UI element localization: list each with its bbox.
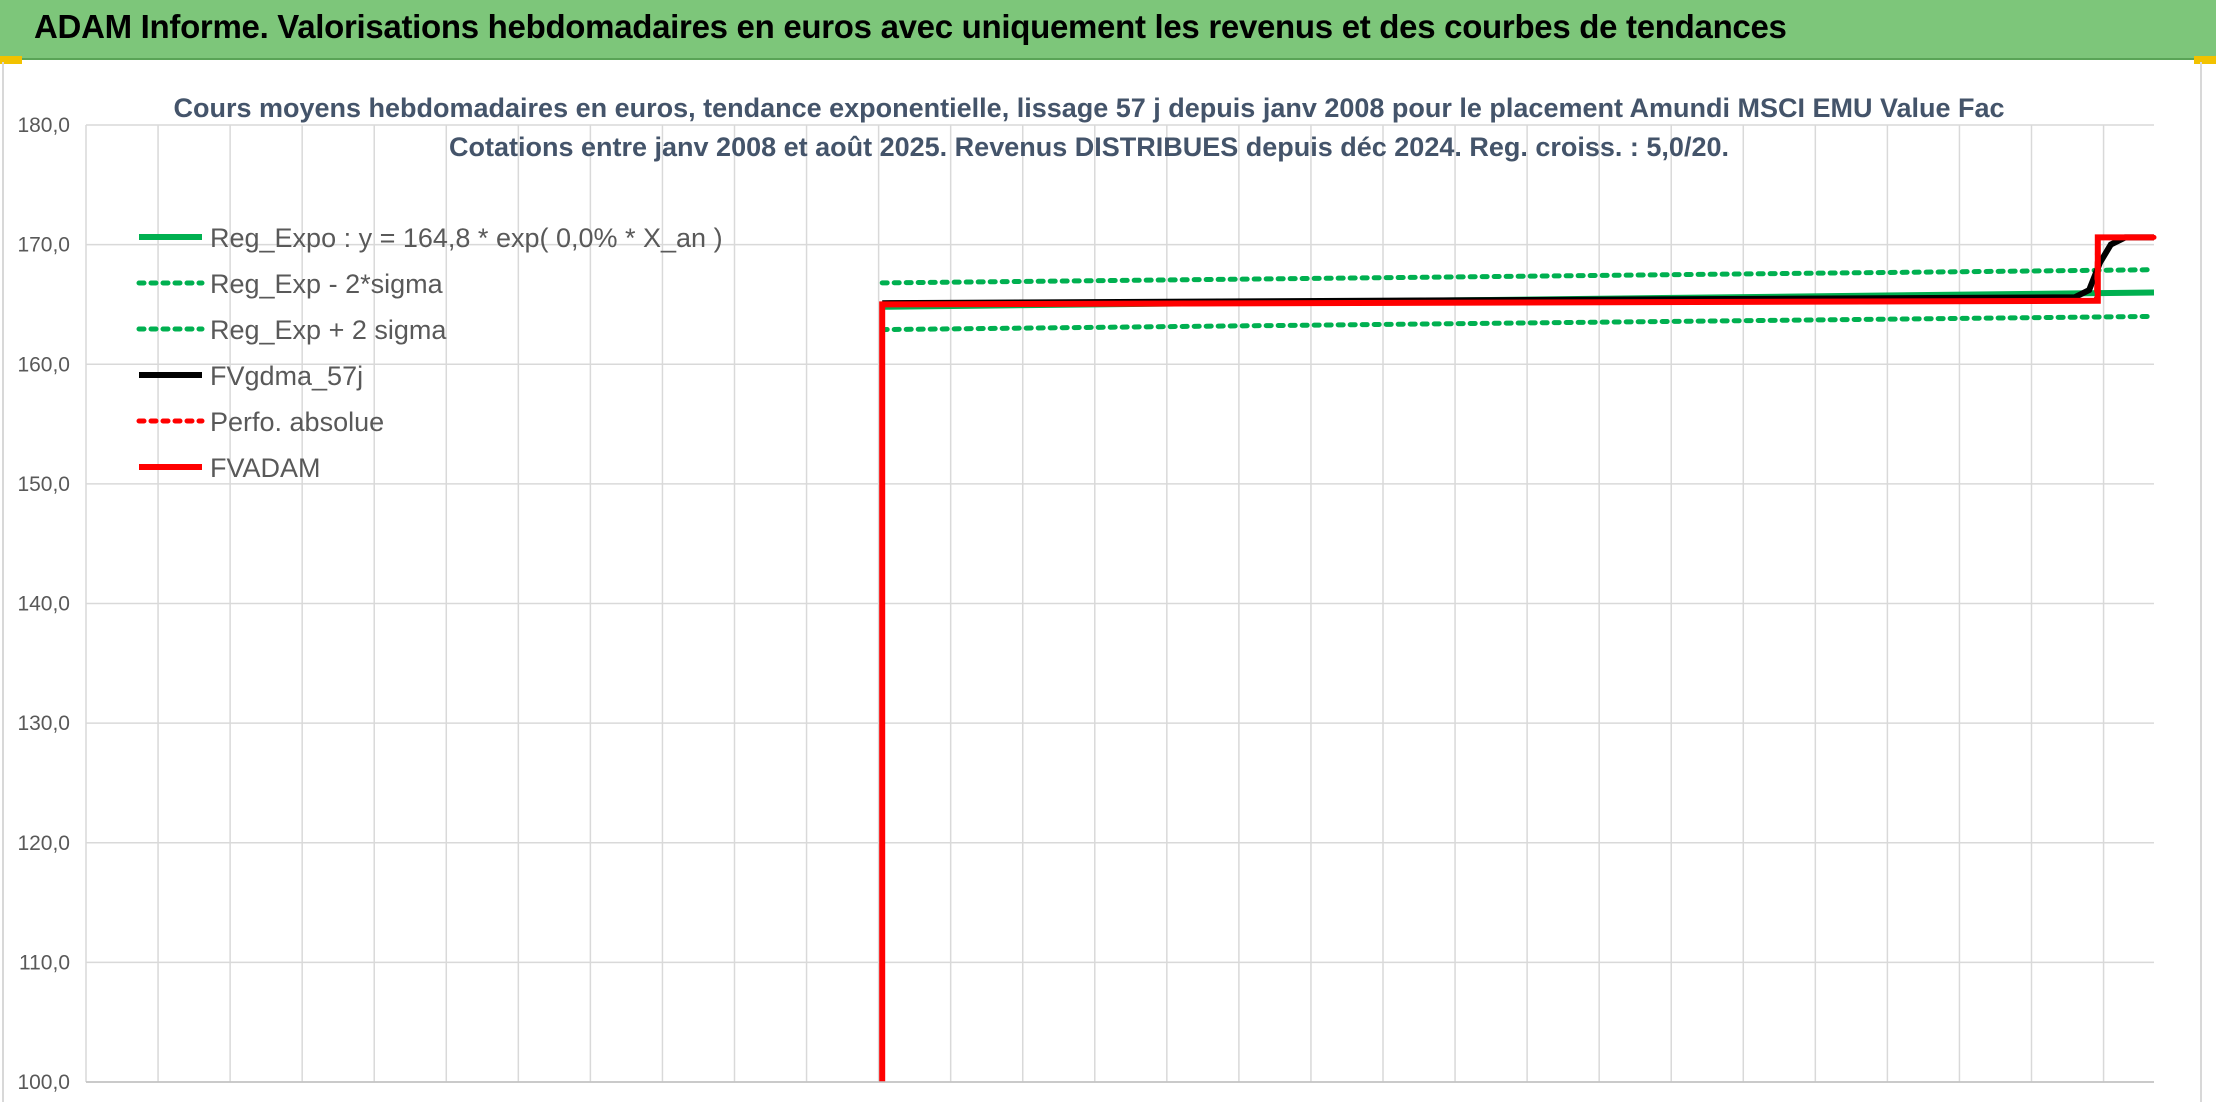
- x-tick-label: 2008W51: [906, 1100, 996, 1102]
- x-tick-label: 2016W49: [1482, 1100, 1572, 1102]
- x-tick-label: 2002W52: [473, 1100, 563, 1102]
- axis-layer: 100,0 110,0 120,0 130,0 140,0 150,0 160,0 170,0…: [17, 114, 2154, 1102]
- y-tick-label: 180,0: [17, 114, 70, 137]
- legend-label: Reg_Exp - 2*sigma: [210, 269, 444, 299]
- chart-area: 100,0 110,0 120,0 130,0 140,0 150,0 160,0 170,0…: [2, 62, 2202, 1102]
- legend-label: FVADAM: [210, 453, 321, 483]
- y-tick-label: 110,0: [19, 951, 70, 974]
- x-tick-label: 2014W50: [1338, 1100, 1428, 1102]
- x-tick-label: 2024W48: [2059, 1100, 2149, 1102]
- x-tick-label: 2006W51: [762, 1100, 852, 1102]
- x-tick-label: 2022W48: [1914, 1100, 2004, 1102]
- y-tick-label: 140,0: [17, 593, 70, 616]
- corner-marker-right: [2194, 56, 2216, 64]
- series-layer: [879, 234, 2157, 1082]
- y-tick-label: 150,0: [17, 473, 70, 496]
- x-tick-label: 1997W01: [41, 1100, 131, 1102]
- x-tick-label: 2020W49: [1770, 1100, 1860, 1102]
- y-tick-label: 160,0: [17, 353, 70, 376]
- x-tick-label: 2000W52: [329, 1100, 419, 1102]
- page-title: ADAM Informe. Valorisations hebdomadaire…: [34, 8, 1787, 45]
- legend-label: Reg_Exp + 2 sigma: [210, 315, 447, 345]
- y-tick-label: 120,0: [17, 832, 70, 855]
- corner-marker-left: [0, 56, 22, 64]
- legend-label: Perfo. absolue: [210, 407, 384, 437]
- chart-subtitle: Cotations entre janv 2008 et août 2025. …: [449, 132, 1729, 162]
- x-tick-label: 1998W53: [185, 1100, 275, 1102]
- chart-title: Cours moyens hebdomadaires en euros, ten…: [173, 93, 2004, 123]
- legend-label: Reg_Expo : y = 164,8 * exp( 0,0% * X_an …: [210, 223, 723, 253]
- x-tick-label: 2018W49: [1626, 1100, 1716, 1102]
- header-bar: ADAM Informe. Valorisations hebdomadaire…: [0, 0, 2216, 60]
- legend-label: FVgdma_57j: [210, 361, 363, 391]
- x-tick-label: 2010W50: [1050, 1100, 1140, 1102]
- series-line-2: [879, 267, 2157, 286]
- series-line-3: [879, 313, 2157, 333]
- series-line-6: [879, 234, 2154, 1082]
- x-tick-label: 2004W52: [617, 1100, 707, 1102]
- y-tick-label: 170,0: [17, 234, 70, 257]
- y-tick-label: 130,0: [17, 712, 70, 735]
- y-tick-label: 100,0: [17, 1071, 70, 1094]
- chart-svg: 100,0 110,0 120,0 130,0 140,0 150,0 160,0 170,0…: [17, 93, 2157, 1102]
- legend: Reg_Expo : y = 164,8 * exp( 0,0% * X_an …: [136, 223, 723, 483]
- x-tick-label: 2012W50: [1194, 1100, 1284, 1102]
